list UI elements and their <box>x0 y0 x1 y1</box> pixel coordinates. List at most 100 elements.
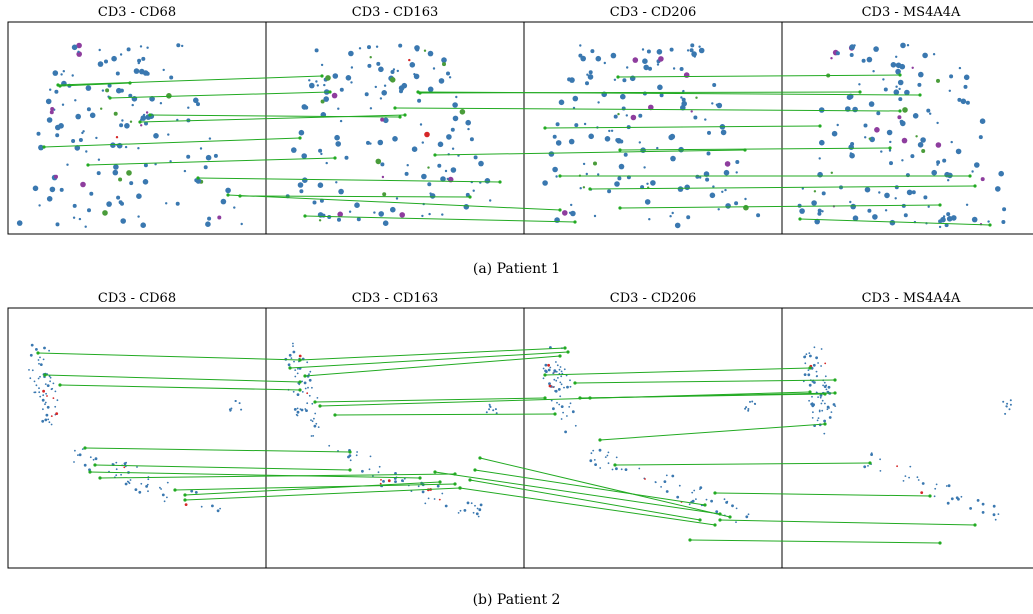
fig-a-cell <box>929 112 932 115</box>
fig-b-cell <box>410 490 413 492</box>
fig-a-cell <box>401 82 408 89</box>
fig-b-link-6-end-b <box>558 354 562 358</box>
fig-b-cell <box>615 456 618 459</box>
fig-b-link-5 <box>289 351 569 369</box>
fig-a-cell <box>568 211 572 214</box>
fig-a-cell <box>129 120 133 123</box>
fig-a-link-4-end-a <box>148 113 152 117</box>
fig-b-cell <box>378 465 381 468</box>
fig-b-cell <box>123 466 126 469</box>
fig-a-cell <box>124 123 130 129</box>
fig-a-cell <box>548 151 555 157</box>
fig-a-cell <box>126 170 132 176</box>
fig-b-link-21-end-a <box>478 456 482 460</box>
fig-a-cell <box>971 170 974 173</box>
fig-a-cell <box>71 44 78 51</box>
fig-b-link-5-end-b <box>566 350 570 354</box>
fig-b-cell <box>665 490 669 493</box>
fig-b-cell <box>813 381 816 384</box>
fig-a-cell <box>320 152 323 156</box>
fig-a-cell <box>331 92 338 99</box>
fig-a-cell <box>582 162 586 166</box>
fig-a-cell <box>656 146 659 150</box>
fig-b-cell <box>553 386 555 388</box>
fig-b-cell <box>547 368 551 372</box>
fig-a-cell <box>77 50 80 53</box>
fig-a-cell <box>233 206 236 209</box>
fig-a-cell <box>712 83 717 87</box>
fig-a-cell <box>411 146 418 152</box>
fig-b-cell <box>660 486 662 488</box>
fig-a-cell <box>298 129 305 136</box>
fig-a-cell <box>558 99 565 106</box>
fig-a-cell <box>131 103 134 107</box>
fig-a-cell <box>895 85 898 88</box>
fig-b-cell <box>820 402 823 405</box>
fig-b-cell <box>815 356 818 360</box>
fig-a-cell <box>574 123 579 128</box>
fig-b-cell <box>904 475 907 477</box>
fig-a-cell <box>622 78 627 83</box>
fig-a-cell <box>149 96 155 102</box>
fig-a-link-8-end-b <box>498 180 502 184</box>
fig-a-cell <box>572 95 579 102</box>
fig-a-cell <box>423 49 427 52</box>
fig-b-cell <box>136 466 138 468</box>
fig-b-cell <box>146 483 149 486</box>
fig-b-cell <box>620 468 623 471</box>
fig-b-cell <box>553 369 557 372</box>
fig-b-cells <box>28 342 1012 523</box>
fig-a-cell <box>46 117 53 123</box>
fig-a-cell <box>120 218 126 224</box>
fig-a-cell <box>836 123 839 127</box>
fig-a-cell <box>308 79 311 82</box>
fig-b-cell <box>560 383 563 386</box>
fig-b-cell <box>234 400 237 402</box>
fig-a-cell <box>446 177 449 181</box>
fig-b-cell <box>368 468 371 471</box>
fig-b-cell <box>472 511 475 514</box>
fig-a-link-17-end-a <box>618 148 622 152</box>
fig-a-cell <box>690 110 693 113</box>
fig-b-link-16 <box>94 464 351 471</box>
fig-a-cell <box>669 215 672 218</box>
fig-a-cell <box>46 196 53 202</box>
fig-a-cell <box>381 90 388 96</box>
fig-a-cell <box>119 123 124 128</box>
fig-b-link-4-end-b <box>563 346 567 350</box>
fig-b-cell <box>803 355 806 359</box>
fig-a-cell <box>85 85 92 91</box>
fig-a-link-18-end-a <box>558 174 562 178</box>
fig-a-cell <box>115 71 120 76</box>
fig-a-cell <box>80 181 86 188</box>
fig-a-cell <box>580 55 586 62</box>
fig-a-cell <box>906 189 913 196</box>
fig-a-cell <box>444 169 448 173</box>
fig-b-cell <box>38 362 40 365</box>
fig-a-cell <box>672 67 676 70</box>
fig-b-cell <box>745 515 749 519</box>
fig-a-cell <box>638 141 641 144</box>
fig-a-cell <box>867 208 872 213</box>
fig-b-cell <box>46 384 50 387</box>
fig-b-link-22-end-b <box>718 512 722 516</box>
fig-b-link-7-end-a <box>313 400 317 404</box>
fig-a-cell <box>614 181 620 187</box>
fig-a-cell <box>291 147 297 153</box>
fig-a-cell <box>379 97 383 100</box>
fig-a-cell <box>318 148 323 153</box>
fig-a-cell <box>301 104 308 110</box>
fig-b-cell <box>314 412 317 415</box>
fig-a-cell <box>893 89 900 95</box>
fig-a-border <box>7 21 1033 235</box>
fig-a-cell <box>695 174 700 179</box>
fig-b-cell <box>466 501 470 505</box>
fig-b-cell <box>569 402 572 405</box>
fig-a-cell <box>918 71 924 78</box>
fig-a-cell <box>162 68 165 72</box>
fig-a-cell <box>369 107 373 110</box>
fig-a-cell <box>302 177 308 183</box>
fig-a-cell <box>698 47 705 54</box>
fig-a-cell <box>187 106 190 109</box>
fig-a-cell <box>66 163 69 166</box>
